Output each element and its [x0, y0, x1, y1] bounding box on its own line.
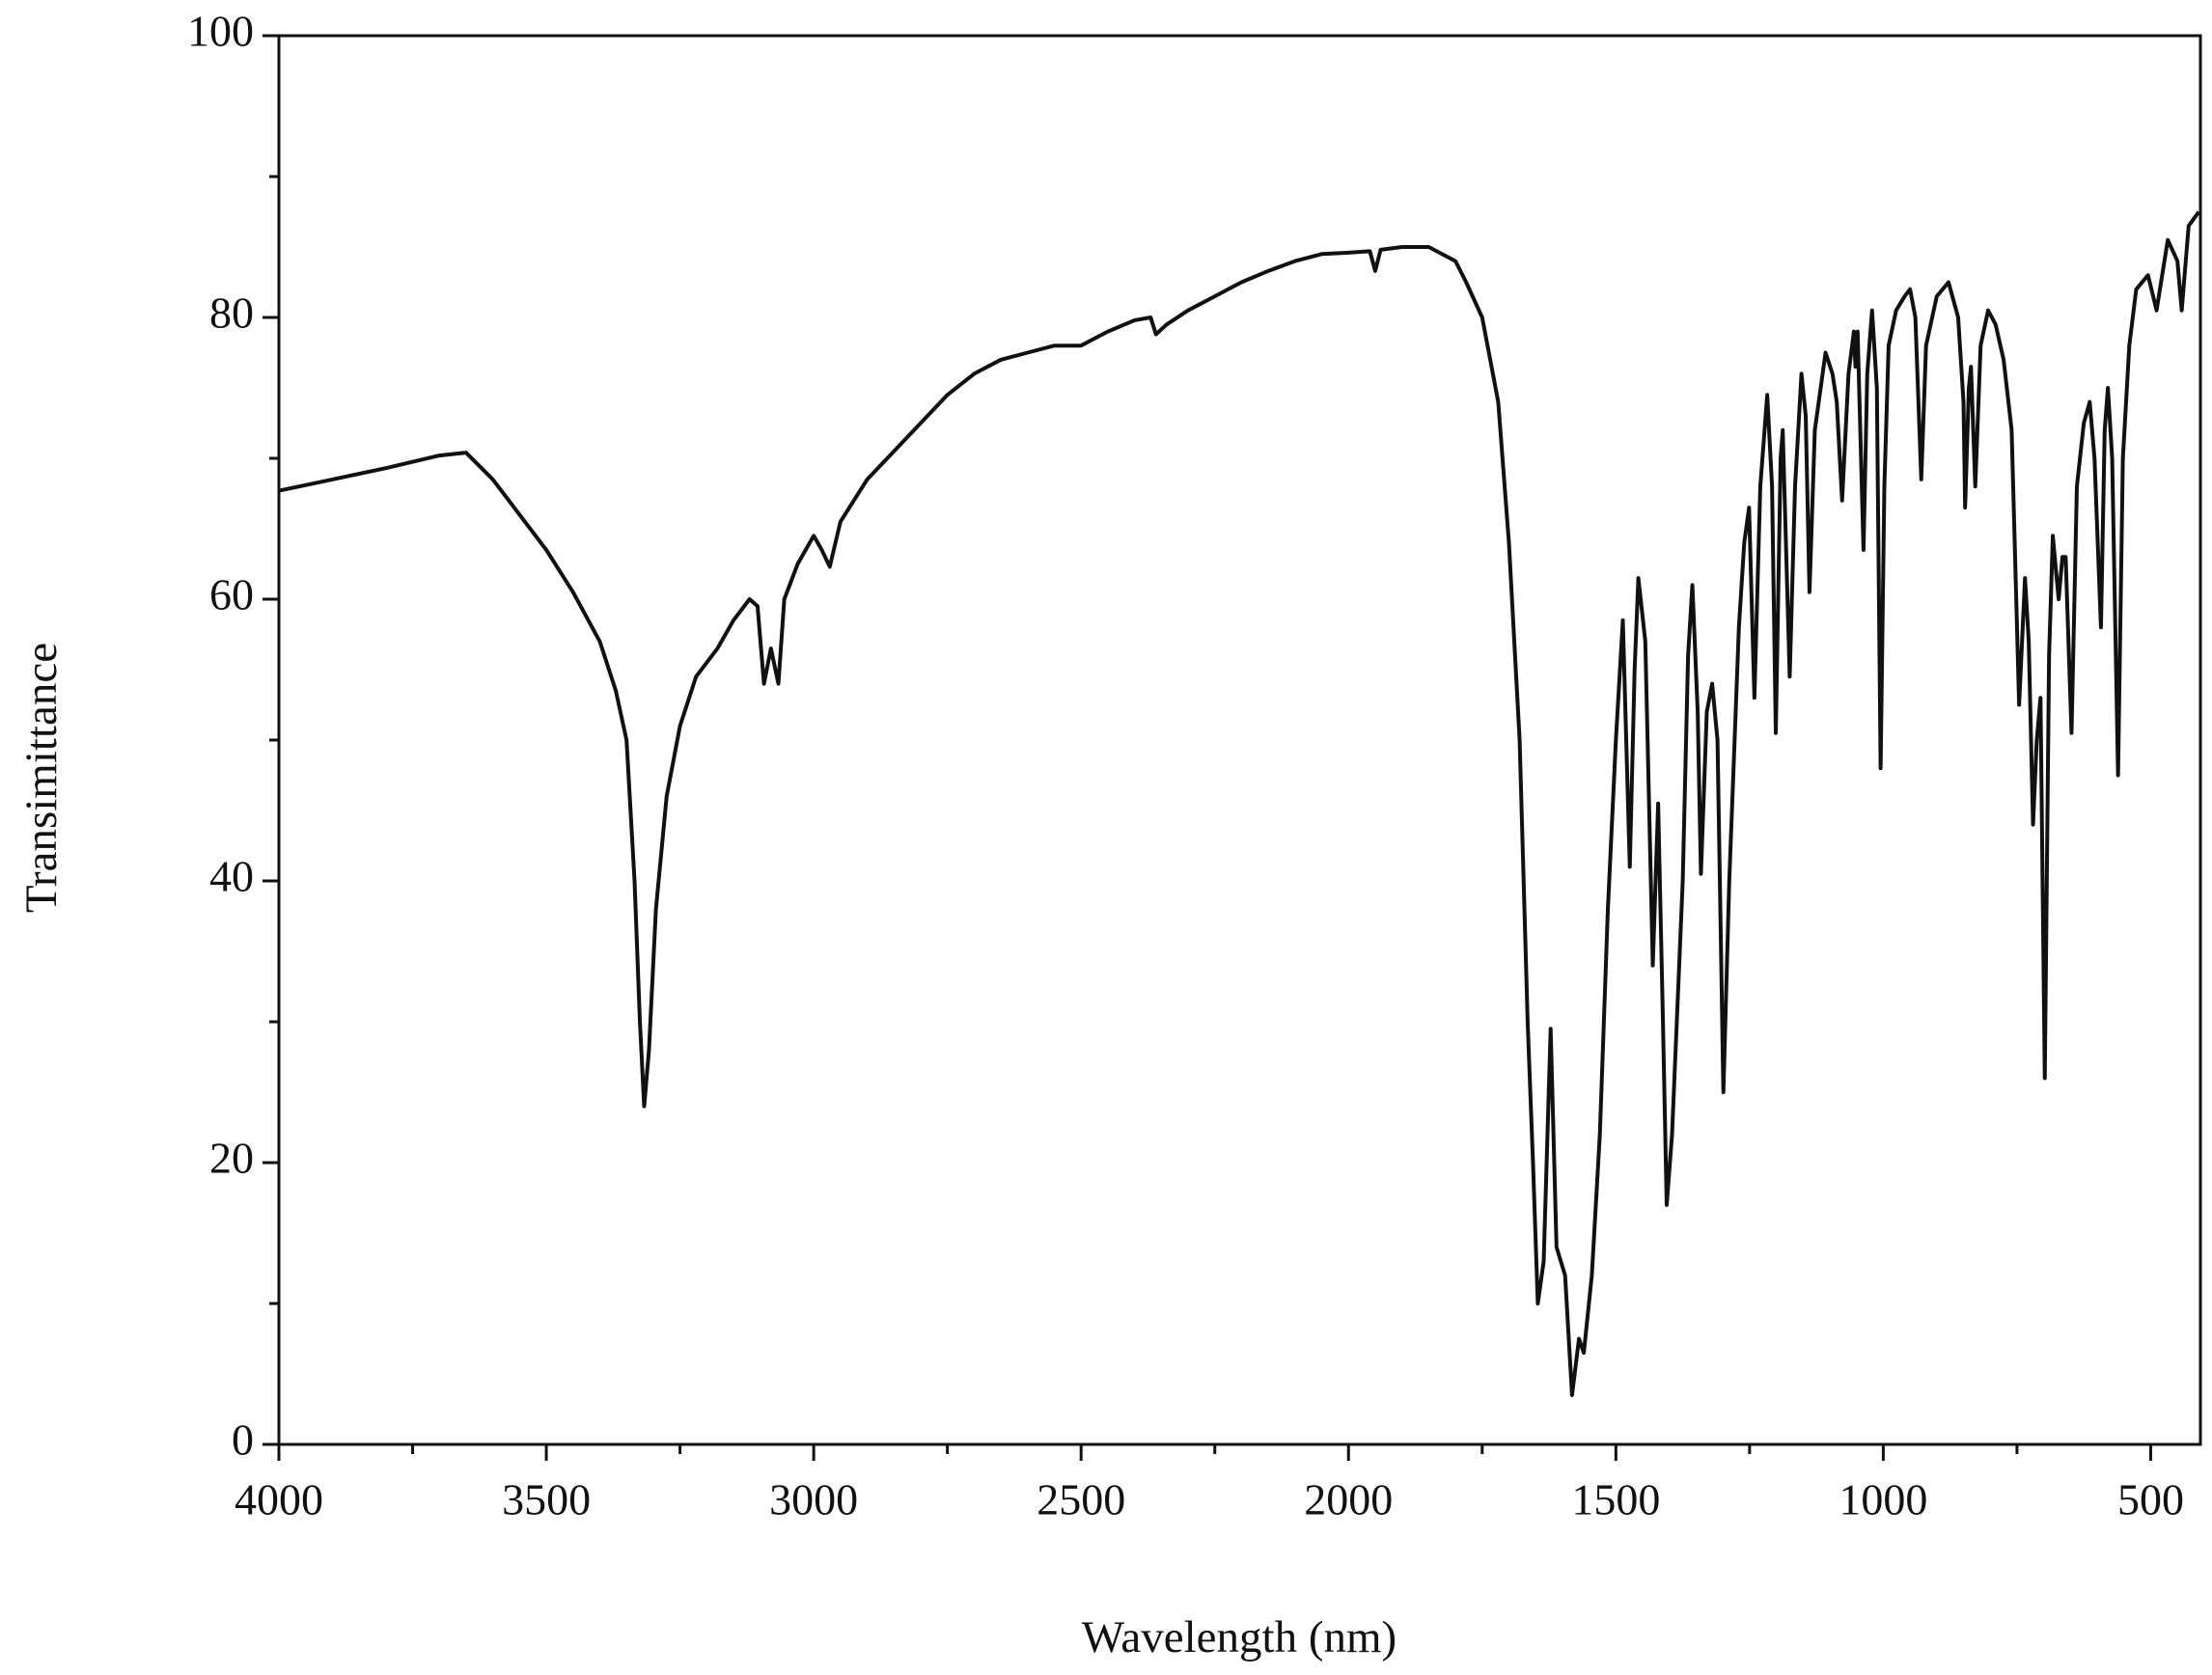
x-tick-label: 2500: [1037, 1475, 1125, 1524]
x-tick-label: 3500: [502, 1475, 591, 1524]
x-tick-label: 2000: [1304, 1475, 1393, 1524]
spectrum-line: [278, 210, 2200, 1397]
plot-frame: [277, 34, 2202, 1446]
y-axis-title: Transimittance: [16, 643, 67, 913]
y-tick-label: 20: [209, 1134, 254, 1183]
x-tick-label: 1500: [1571, 1475, 1660, 1524]
y-tick-label: 100: [187, 7, 254, 56]
x-tick-label: 4000: [235, 1475, 323, 1524]
y-tick-label: 80: [209, 288, 254, 338]
y-tick-label: 40: [209, 852, 254, 901]
y-tick-label: 60: [209, 570, 254, 619]
x-tick-label: 3000: [769, 1475, 858, 1524]
x-axis-title: Wavelength (nm): [1082, 1612, 1396, 1662]
x-tick-label: 500: [2117, 1475, 2184, 1524]
x-tick-label: 1000: [1839, 1475, 1927, 1524]
y-tick-label: 0: [232, 1415, 254, 1465]
